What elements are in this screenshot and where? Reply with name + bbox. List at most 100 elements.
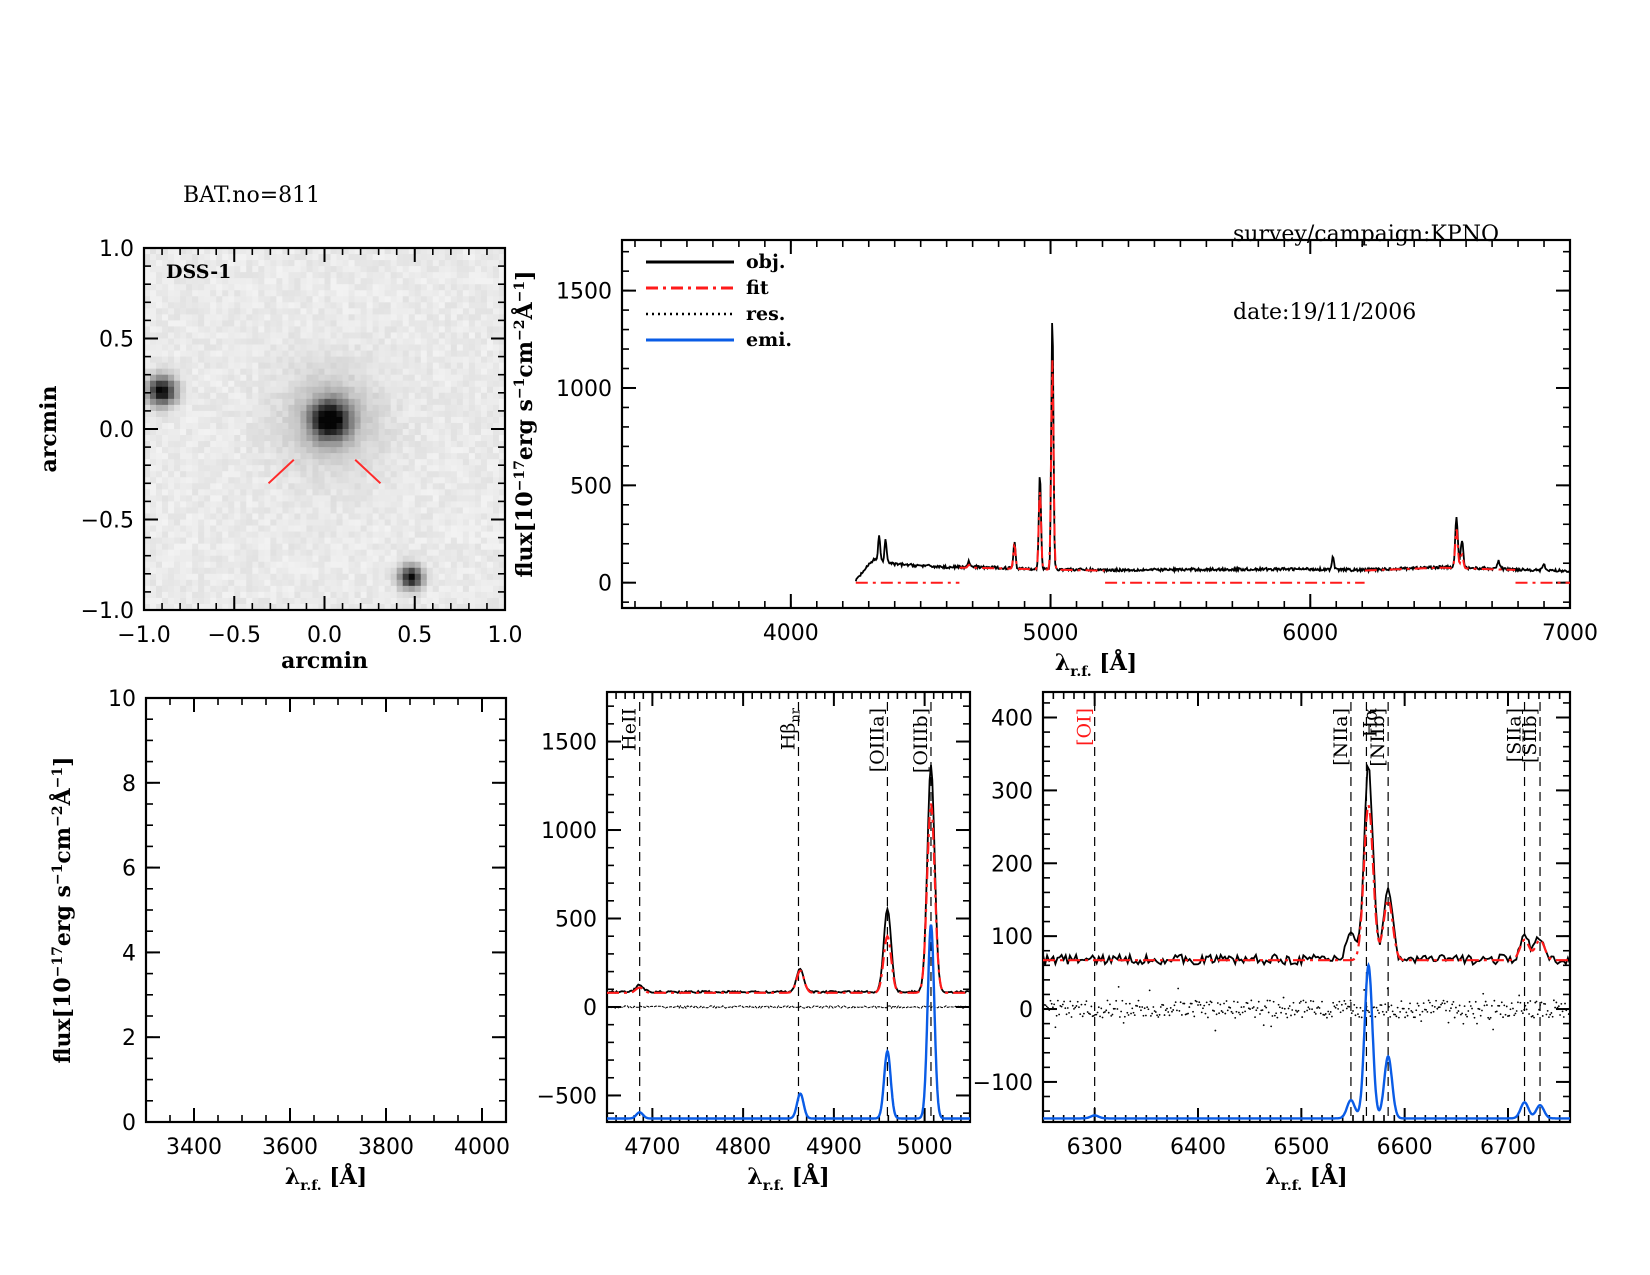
residual-point: [1524, 1004, 1527, 1007]
image-pixel: [150, 338, 157, 346]
image-pixel: [174, 561, 181, 569]
residual-point: [1420, 1020, 1423, 1022]
image-pixel: [222, 555, 229, 563]
residual-point: [1254, 1016, 1256, 1019]
image-pixel: [162, 422, 169, 430]
residual-point: [1380, 1004, 1383, 1007]
image-pixel: [444, 483, 452, 490]
image-pixel: [180, 471, 187, 478]
image-pixel: [348, 398, 356, 406]
residual-point: [1174, 1001, 1177, 1004]
image-pixel: [318, 350, 326, 358]
image-pixel: [396, 272, 404, 279]
image-pixel: [204, 531, 211, 539]
image-pixel: [306, 266, 314, 273]
image-pixel: [492, 260, 500, 267]
image-pixel: [246, 567, 253, 575]
image-pixel: [270, 272, 277, 279]
image-pixel: [150, 380, 157, 388]
image-pixel: [168, 489, 175, 496]
image-pixel: [474, 368, 482, 376]
image-pixel: [366, 290, 374, 297]
image-pixel: [264, 543, 271, 551]
image-pixel: [228, 362, 235, 370]
image-pixel: [438, 525, 446, 533]
image-pixel: [354, 465, 362, 472]
residual-point: [1223, 1002, 1225, 1005]
image-pixel: [168, 447, 175, 454]
image-pixel: [240, 591, 247, 599]
image-pixel: [408, 429, 416, 436]
image-pixel: [378, 296, 386, 303]
image-pixel: [144, 284, 151, 291]
image-pixel: [414, 579, 422, 587]
image-pixel: [294, 362, 302, 370]
image-pixel: [216, 483, 223, 490]
image-pixel: [222, 531, 229, 539]
image-pixel: [252, 543, 259, 551]
image-pixel: [144, 531, 151, 539]
image-pixel: [390, 290, 398, 297]
image-pixel: [336, 320, 344, 328]
image-pixel: [444, 386, 452, 394]
image-pixel: [252, 326, 259, 334]
image-pixel: [474, 362, 482, 370]
image-pixel: [204, 525, 211, 533]
image-pixel: [330, 495, 338, 502]
residual-point: [1147, 1008, 1150, 1011]
image-pixel: [186, 543, 193, 551]
image-pixel: [462, 591, 470, 599]
image-pixel: [222, 416, 229, 424]
image-pixel: [384, 441, 392, 448]
image-pixel: [330, 477, 338, 484]
image-pixel: [438, 374, 446, 382]
image-pixel: [366, 513, 374, 521]
image-pixel: [198, 555, 205, 563]
residual-point: [1567, 1013, 1570, 1015]
image-pixel: [402, 519, 410, 527]
image-pixel: [450, 573, 458, 581]
image-pixel: [282, 254, 289, 261]
image-pixel: [294, 453, 302, 460]
residual-point: [1525, 1008, 1528, 1011]
image-pixel: [252, 489, 259, 496]
residual-point: [1123, 1015, 1126, 1018]
residual-point: [1141, 1006, 1144, 1008]
image-pixel: [498, 290, 506, 297]
image-pixel: [468, 513, 476, 521]
image-pixel: [258, 549, 265, 557]
image-pixel: [324, 477, 332, 484]
image-pixel: [456, 519, 464, 527]
image-pixel: [492, 603, 500, 611]
image-pixel: [360, 392, 368, 400]
image-pixel: [258, 537, 265, 545]
image-pixel: [192, 248, 199, 255]
image-pixel: [246, 591, 253, 599]
image-pixel: [198, 392, 205, 400]
image-pixel: [252, 308, 259, 315]
image-pixel: [444, 416, 452, 424]
image-pixel: [438, 477, 446, 484]
image-pixel: [456, 380, 464, 388]
image-pixel: [270, 543, 277, 551]
image-pixel: [462, 501, 470, 509]
residual-point: [1122, 1021, 1125, 1024]
residual-point: [1044, 1004, 1047, 1007]
residual-point: [1368, 1011, 1371, 1014]
image-pixel: [408, 447, 416, 454]
image-pixel: [318, 579, 326, 587]
image-pixel: [444, 537, 452, 545]
image-pixel: [426, 368, 434, 376]
image-pixel: [222, 254, 229, 261]
image-pixel: [180, 266, 187, 273]
residual-point: [1104, 1010, 1106, 1013]
residual-point: [1432, 1010, 1435, 1013]
image-pixel: [144, 332, 151, 340]
image-pixel: [216, 380, 223, 388]
image-pixel: [474, 290, 482, 297]
image-pixel: [480, 555, 488, 563]
image-pixel: [198, 513, 205, 521]
image-pixel: [390, 441, 398, 448]
image-pixel: [300, 416, 308, 424]
image-pixel: [324, 603, 332, 611]
